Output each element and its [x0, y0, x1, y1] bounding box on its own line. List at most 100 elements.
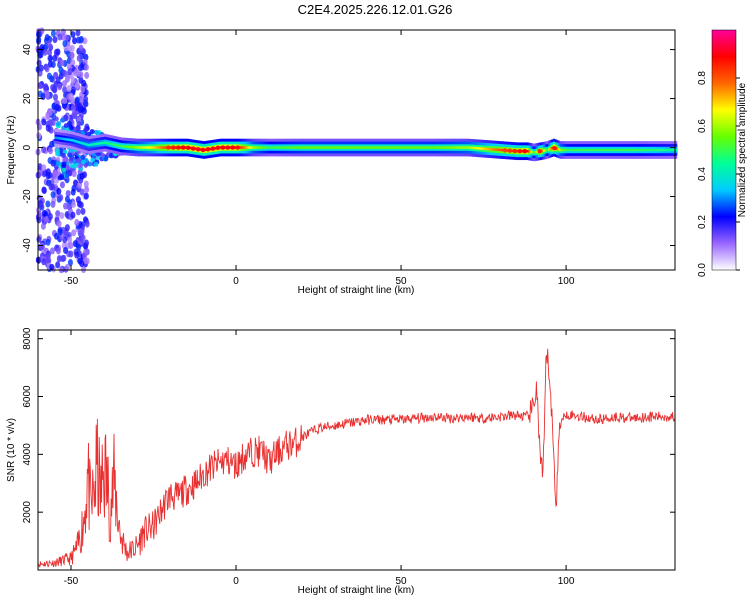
spectrogram-cell [377, 146, 381, 149]
spectrogram-cell [272, 146, 275, 149]
spectrogram-cell [118, 144, 122, 148]
spectrogram-cell [93, 129, 99, 135]
spectrogram-cell [36, 235, 42, 243]
spectrogram-cell [346, 146, 349, 149]
spectrogram-peak [195, 147, 201, 152]
spectrogram-peak [166, 145, 171, 150]
spectrogram-cell [52, 54, 58, 62]
spectrogram-cell [564, 148, 567, 152]
spectrogram-cell [47, 109, 53, 117]
spectrogram-cell [76, 121, 82, 127]
spectrogram-cell [270, 146, 273, 149]
spectrogram-cell [62, 86, 68, 94]
spectrogram-cell [62, 69, 68, 77]
spectrogram-cell [567, 148, 570, 152]
spectrogram-cell [376, 146, 379, 149]
spectrogram-cell [566, 148, 569, 152]
spectrogram-cell [430, 146, 434, 149]
spectrogram-cell [45, 168, 51, 176]
spectrogram-cell [153, 146, 156, 149]
spectrogram-cell [432, 146, 435, 149]
spectrogram-peak [181, 145, 186, 150]
spectrogram-cell [83, 63, 89, 71]
spectrogram-cell [323, 146, 326, 149]
spectrogram-cell [100, 141, 103, 145]
snr-y-ticks: 2000 4000 6000 8000 [22, 327, 675, 523]
snr-marks [37, 348, 676, 568]
spectrogram-cell [336, 146, 339, 149]
spectrogram-cell [64, 195, 70, 203]
spectrogram-cell [612, 148, 615, 152]
colorbar-tick-label: 0.0 [697, 263, 708, 277]
spectrogram-cell [546, 148, 549, 152]
spectrogram-cell [214, 147, 217, 150]
spectrogram-cell [415, 146, 419, 149]
spectrogram-cell [293, 146, 297, 149]
spectrogram-cell [285, 146, 288, 149]
spectrogram-cell [410, 146, 414, 149]
spectrogram-cell [60, 255, 66, 263]
spectrogram-cell [70, 31, 76, 39]
spectrogram-cell [209, 147, 212, 151]
spectrogram-cell [358, 146, 361, 149]
spectrogram-cell [128, 145, 132, 149]
spectrogram-cell [590, 148, 594, 152]
spectrogram-cell [460, 146, 463, 149]
spectrogram-cell [650, 148, 653, 152]
spectrogram-cell [69, 44, 75, 52]
spectrogram-cell [67, 138, 70, 141]
spectrogram-cell [439, 146, 442, 149]
spectrogram-cell [491, 148, 495, 151]
spectrogram-cell [48, 119, 54, 127]
spectrogram-cell [262, 146, 265, 149]
spectrogram-cell [37, 163, 43, 171]
spectrogram-cell [80, 141, 84, 145]
spectrogram-cell [69, 51, 75, 59]
spectrogram-cell [310, 146, 313, 149]
spectrogram-cell [74, 81, 80, 89]
spectrogram-cell [75, 29, 81, 37]
spectrogram-cell [79, 260, 85, 268]
spectrogram-cell [74, 139, 77, 143]
spectrogram-cell [255, 146, 259, 149]
spectrogram-cell [75, 208, 81, 216]
spectrogram-cell [445, 146, 448, 149]
spectrogram-cell [303, 146, 306, 149]
spectrogram-cell [645, 148, 648, 152]
spectrogram-cell [325, 146, 328, 149]
spectrogram-cell [72, 69, 78, 77]
spectrogram-cell [67, 152, 73, 158]
spectrogram-cell [160, 146, 163, 149]
spectrogram-cell [594, 148, 597, 152]
spectrogram-cell [42, 48, 48, 56]
spectrogram-cell [273, 146, 277, 149]
spectrogram-cell [65, 190, 71, 198]
spectrogram-cell [55, 210, 61, 218]
spectrogram-peak [220, 145, 226, 150]
spectrogram-cell [67, 170, 73, 176]
spectrogram-cell [404, 146, 407, 149]
spectrogram-cell [407, 146, 410, 149]
spectrogram-cell [50, 29, 56, 37]
spectrogram-cell [321, 146, 325, 149]
spectrogram-cell [366, 146, 369, 149]
spectrogram-y-tick-label: 40 [22, 44, 33, 56]
spectrogram-cell [67, 68, 73, 76]
spectrogram-cell [498, 148, 501, 152]
spectrogram-cell [80, 85, 86, 93]
spectrogram-cell [68, 156, 74, 164]
spectrogram-cell [83, 192, 89, 200]
spectrogram-cell [85, 143, 89, 146]
spectrogram-cell [41, 209, 47, 217]
spectrogram-cell [151, 146, 155, 149]
spectrogram-cell [55, 247, 61, 255]
spectrogram-cell [45, 200, 51, 208]
spectrogram-cell [396, 146, 399, 149]
snr-y-tick-label: 6000 [22, 385, 33, 408]
spectrogram-cell [83, 100, 89, 108]
spectrogram-cell [254, 146, 257, 149]
spectrogram-cell [117, 144, 120, 147]
spectrogram-cell [622, 148, 625, 152]
spectrogram-cell [70, 211, 76, 219]
spectrogram-cell [579, 148, 582, 152]
